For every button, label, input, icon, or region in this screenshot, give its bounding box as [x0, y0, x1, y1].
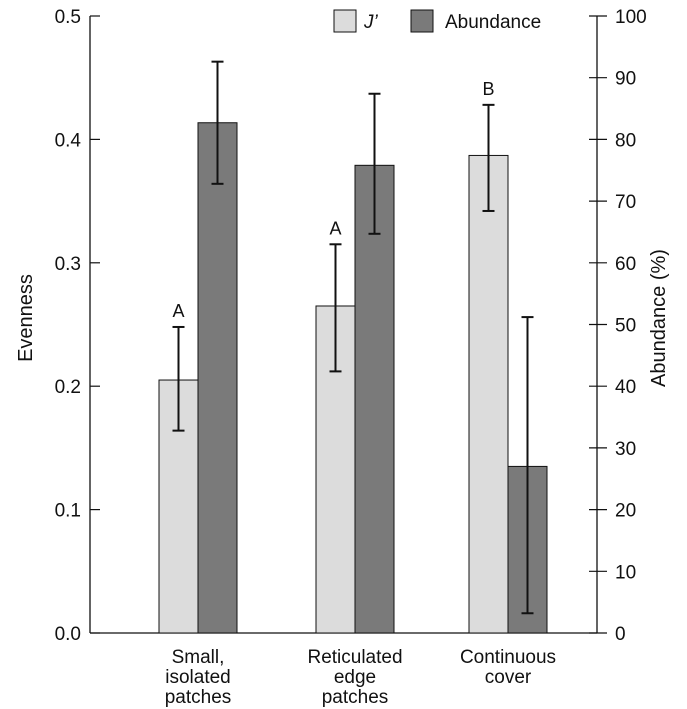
left-tick-label: 0.5 [55, 7, 81, 28]
legend: J’ Abundance [333, 9, 541, 33]
left-tick-label: 0.3 [55, 254, 81, 275]
left-axis-label: Evenness [15, 274, 37, 362]
axes: 0.0 0.1 0.2 0.3 0.4 0.5 0 10 20 30 40 50 60 70 80 90 100 [55, 7, 647, 645]
left-tick-label: 0.0 [55, 624, 81, 645]
x-tick-label: patches [322, 687, 389, 708]
left-tick-label: 0.4 [55, 130, 82, 151]
x-tick-label: Small, [172, 647, 225, 668]
significance-letters: A A B [172, 79, 494, 321]
x-tick-label: patches [165, 687, 232, 708]
right-tick-label: 0 [615, 624, 626, 645]
left-tick-label: 0.2 [55, 377, 81, 398]
bar-abundance [197, 122, 238, 634]
right-tick-label: 40 [615, 377, 636, 398]
significance-letter: A [329, 218, 341, 238]
legend-label-abundance: Abundance [445, 12, 541, 33]
x-tick-label: Reticulated [307, 647, 402, 668]
right-tick-label: 20 [615, 501, 636, 522]
legend-label-evenness: J’ [363, 12, 379, 33]
right-tick-label: 60 [615, 254, 636, 275]
right-axis-label: Abundance (%) [648, 249, 670, 387]
error-bars [172, 60, 534, 615]
right-tick-label: 90 [615, 69, 636, 90]
significance-letter: B [482, 79, 494, 99]
left-tick-label: 0.1 [55, 501, 81, 522]
significance-letter: A [172, 301, 184, 321]
bar-abundance [354, 164, 395, 634]
bar-evenness [468, 154, 509, 634]
right-tick-label: 70 [615, 192, 636, 213]
x-tick-label: Continuous [460, 647, 556, 668]
right-tick-label: 80 [615, 130, 636, 151]
legend-swatch-abundance [410, 9, 434, 33]
right-tick-label: 50 [615, 316, 636, 337]
legend-swatch-evenness [333, 9, 357, 33]
right-tick-label: 30 [615, 439, 636, 460]
x-tick-labels: Small,isolatedpatchesReticulatededgepatc… [165, 647, 556, 708]
x-tick-label: edge [334, 667, 376, 688]
x-tick-label: cover [485, 667, 532, 688]
right-tick-label: 100 [615, 7, 647, 28]
right-tick-label: 10 [615, 562, 636, 583]
x-tick-label: isolated [165, 667, 231, 688]
